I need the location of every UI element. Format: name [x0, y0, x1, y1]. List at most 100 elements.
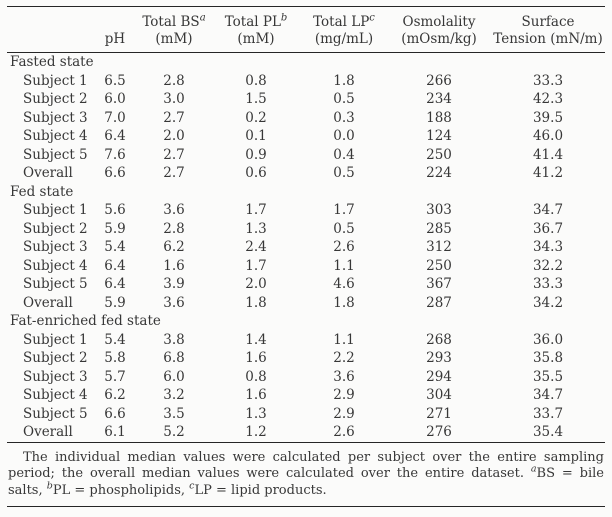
col-header-total-pl: Total PLb (mM) — [211, 6, 301, 53]
value-cell: 1.3 — [245, 220, 267, 237]
value-cell: 34.7 — [532, 202, 564, 218]
value-cell: 3.6 — [163, 294, 185, 311]
value-cell: 2.9 — [333, 387, 355, 403]
value-cell: 6.0 — [104, 91, 126, 107]
value-cell: 1.7 — [245, 257, 267, 274]
value-cell: 6.8 — [163, 350, 185, 366]
data-row: Overall 6.6 2.7 0.6 0.5 224 41.2 — [7, 164, 605, 183]
data-row: Subject 1 5.6 3.6 1.7 1.7 303 34.7 — [7, 201, 605, 220]
value-cell: 0.4 — [333, 146, 355, 163]
value-cell: 2.8 — [163, 220, 185, 237]
footnote-marker-c: c — [189, 480, 195, 492]
footnote-text: LP = lipid products. — [194, 482, 327, 498]
col-header-line2: Tension (mN/m) — [493, 31, 603, 47]
row-label: Subject 3 — [23, 368, 88, 385]
data-row: Subject 2 5.8 6.8 1.6 2.2 293 35.8 — [7, 349, 605, 368]
value-cell: 0.3 — [333, 109, 355, 126]
col-header-line2: (mg/mL) — [314, 31, 374, 47]
value-cell: 33.3 — [532, 72, 564, 89]
footnote-text: BS = bile salts, — [8, 466, 604, 498]
col-header-ph: pH — [93, 6, 137, 53]
section-row: Fasted state — [7, 53, 605, 72]
value-cell: 5.9 — [104, 220, 126, 237]
row-label: Subject 2 — [23, 220, 88, 237]
row-label: Subject 2 — [23, 91, 88, 107]
value-cell: 268 — [426, 331, 452, 348]
col-header-text: Total BS — [142, 14, 200, 30]
page-bottom-rule — [7, 506, 605, 507]
value-cell: 5.7 — [104, 368, 126, 385]
value-cell: 287 — [426, 294, 452, 311]
section-label: Fed state — [10, 183, 74, 200]
value-cell: 367 — [426, 276, 452, 292]
col-header-rowlabel — [7, 6, 93, 53]
value-cell: 35.5 — [532, 368, 564, 385]
data-row: Subject 4 6.4 1.6 1.7 1.1 250 32.2 — [7, 257, 605, 276]
value-cell: 0.6 — [245, 165, 267, 181]
value-cell: 1.6 — [163, 257, 185, 274]
value-cell: 266 — [426, 72, 452, 89]
value-cell: 6.4 — [104, 257, 126, 274]
value-cell: 46.0 — [532, 128, 564, 144]
footnote-text: PL = phospholipids, — [52, 482, 190, 498]
value-cell: 2.6 — [333, 424, 355, 440]
value-cell: 7.6 — [104, 146, 126, 163]
value-cell: 285 — [426, 220, 452, 237]
row-label: Subject 4 — [23, 128, 88, 144]
value-cell: 0.0 — [333, 128, 355, 144]
table-header: pH Total BSa (mM) Total PLb (mM) Total L… — [7, 6, 605, 53]
value-cell: 0.5 — [333, 91, 355, 107]
col-header-osmolality: Osmolality (mOsm/kg) — [387, 6, 491, 53]
value-cell: 1.7 — [333, 202, 355, 218]
row-label: Subject 2 — [23, 350, 88, 366]
value-cell: 3.2 — [163, 387, 185, 403]
row-label: Subject 1 — [23, 202, 88, 218]
col-header-line1: Total LPc — [301, 13, 387, 31]
value-cell: 1.2 — [245, 424, 267, 440]
row-label: Subject 3 — [23, 239, 88, 255]
row-label: Subject 1 — [23, 331, 88, 348]
value-cell: 0.8 — [245, 72, 267, 89]
row-label: Subject 5 — [23, 276, 88, 292]
value-cell: 3.8 — [163, 331, 185, 348]
value-cell: 2.0 — [245, 276, 267, 292]
col-header-line2: (mM) — [237, 31, 275, 47]
value-cell: 1.8 — [333, 72, 355, 89]
data-row: Subject 2 5.9 2.8 1.3 0.5 285 36.7 — [7, 220, 605, 239]
value-cell: 234 — [426, 91, 452, 107]
value-cell: 6.6 — [104, 405, 126, 422]
value-cell: 250 — [426, 146, 452, 163]
value-cell: 304 — [426, 387, 452, 403]
value-cell: 0.1 — [245, 128, 267, 144]
value-cell: 5.8 — [104, 350, 126, 366]
value-cell: 2.7 — [163, 165, 185, 181]
footnote-marker-a: a — [530, 463, 537, 475]
data-row: Overall 6.1 5.2 1.2 2.6 276 35.4 — [7, 423, 605, 442]
value-cell: 1.4 — [245, 331, 267, 348]
value-cell: 312 — [426, 239, 452, 255]
value-cell: 2.6 — [333, 239, 355, 255]
value-cell: 5.4 — [104, 239, 126, 255]
value-cell: 250 — [426, 257, 452, 274]
value-cell: 35.8 — [532, 350, 564, 366]
value-cell: 41.2 — [532, 165, 564, 181]
value-cell: 188 — [426, 109, 452, 126]
value-cell: 5.6 — [104, 202, 126, 218]
col-header-text: Total PL — [224, 14, 281, 30]
data-row: Subject 3 5.7 6.0 0.8 3.6 294 35.5 — [7, 368, 605, 387]
value-cell: 294 — [426, 368, 452, 385]
value-cell: 32.2 — [532, 257, 564, 274]
data-row: Subject 3 5.4 6.2 2.4 2.6 312 34.3 — [7, 238, 605, 257]
table-footnote: The individual median values were calcul… — [8, 450, 604, 500]
value-cell: 3.0 — [163, 91, 185, 107]
value-cell: 2.9 — [333, 405, 355, 422]
data-row: Overall 5.9 3.6 1.8 1.8 287 34.2 — [7, 294, 605, 313]
col-header-line1: Surface — [521, 14, 575, 30]
value-cell: 0.2 — [245, 109, 267, 126]
value-cell: 2.4 — [245, 239, 267, 255]
col-header-total-lp: Total LPc (mg/mL) — [301, 6, 387, 53]
value-cell: 1.6 — [245, 350, 267, 366]
footnote-marker-a: a — [199, 12, 206, 24]
value-cell: 6.0 — [163, 368, 185, 385]
value-cell: 1.8 — [245, 294, 267, 311]
